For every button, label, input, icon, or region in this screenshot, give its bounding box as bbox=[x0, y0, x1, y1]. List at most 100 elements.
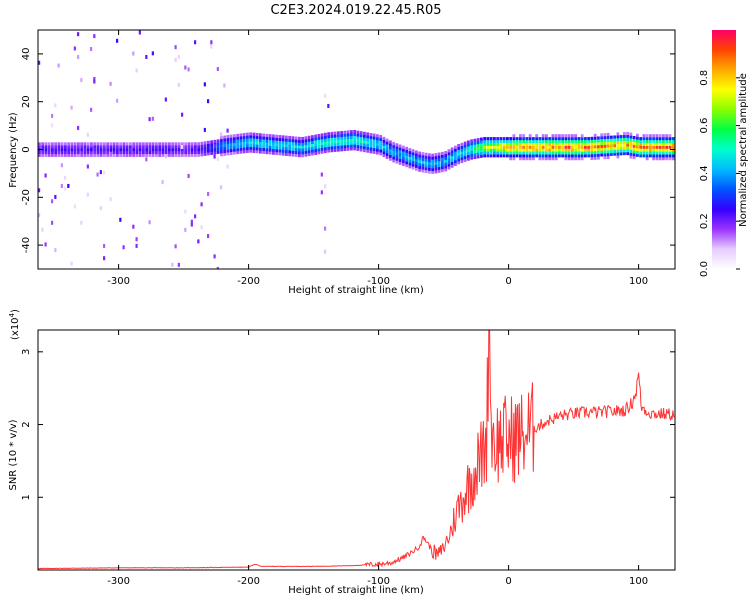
heat-cell bbox=[327, 143, 331, 147]
heat-cell bbox=[307, 141, 311, 145]
heat-cell bbox=[639, 154, 643, 158]
heat-cell bbox=[301, 139, 305, 143]
heat-cell bbox=[366, 143, 370, 147]
heat-cell bbox=[112, 142, 116, 146]
heat-cell bbox=[77, 32, 80, 37]
heat-cell bbox=[314, 146, 318, 150]
heat-cell bbox=[584, 137, 587, 141]
heat-cell bbox=[327, 149, 331, 153]
heat-cell bbox=[437, 155, 441, 159]
heat-cell bbox=[372, 150, 376, 154]
heat-cell bbox=[142, 145, 145, 149]
heat-cell bbox=[652, 142, 656, 146]
heat-cell bbox=[301, 148, 305, 152]
heat-cell bbox=[629, 132, 633, 136]
heat-cell bbox=[639, 145, 643, 149]
heat-cell bbox=[372, 142, 376, 146]
heat-cell bbox=[320, 144, 324, 148]
heat-cell bbox=[262, 150, 266, 154]
heat-cell bbox=[541, 145, 545, 149]
heat-cell bbox=[548, 148, 552, 152]
heat-cell bbox=[171, 148, 175, 152]
heat-cell bbox=[220, 141, 223, 145]
heat-cell bbox=[558, 134, 561, 138]
heat-cell bbox=[538, 151, 542, 155]
heat-cell bbox=[431, 156, 435, 160]
heat-cell bbox=[151, 51, 154, 56]
heat-cell bbox=[203, 144, 207, 148]
heat-cell bbox=[44, 142, 48, 146]
heat-cell bbox=[161, 180, 164, 185]
heat-cell bbox=[249, 138, 253, 142]
heat-cell bbox=[99, 148, 103, 152]
heat-cell bbox=[385, 141, 389, 145]
heat-cell bbox=[337, 134, 340, 138]
heat-cell bbox=[356, 142, 360, 146]
heat-cell bbox=[577, 148, 581, 152]
heat-cell bbox=[285, 147, 288, 151]
heat-cell bbox=[613, 138, 617, 142]
heat-cell bbox=[304, 147, 308, 151]
heat-cell bbox=[597, 147, 600, 152]
heat-cell bbox=[174, 57, 177, 62]
heat-cell bbox=[346, 136, 350, 140]
heat-cell bbox=[138, 150, 142, 155]
heat-cell bbox=[421, 154, 425, 159]
heat-cell bbox=[405, 164, 409, 168]
y-tick-label: 40 bbox=[21, 48, 32, 61]
heat-cell bbox=[548, 142, 552, 146]
heat-cell bbox=[333, 143, 337, 147]
heat-cell bbox=[616, 138, 620, 142]
heat-cell bbox=[496, 148, 500, 152]
heat-cell bbox=[636, 136, 639, 140]
heat-cell bbox=[207, 152, 210, 156]
heat-cell bbox=[457, 161, 461, 165]
heat-cell bbox=[532, 139, 535, 144]
heat-cell bbox=[291, 141, 295, 146]
heat-cell bbox=[64, 153, 67, 157]
heat-cell bbox=[164, 150, 168, 155]
heat-cell bbox=[554, 157, 558, 161]
heat-cell bbox=[431, 165, 435, 169]
heat-cell bbox=[51, 199, 54, 204]
heat-cell bbox=[138, 153, 142, 157]
heat-cell bbox=[444, 156, 448, 160]
heat-cell bbox=[613, 144, 617, 148]
heat-cell bbox=[600, 136, 604, 140]
heat-cell bbox=[467, 157, 470, 161]
heat-cell bbox=[434, 153, 438, 157]
heat-cell bbox=[532, 148, 535, 152]
heat-cell bbox=[593, 153, 597, 157]
heat-cell bbox=[57, 142, 61, 146]
heat-cell bbox=[535, 151, 539, 155]
heat-cell bbox=[665, 139, 669, 144]
heat-cell bbox=[636, 139, 639, 143]
heat-cell bbox=[486, 154, 490, 158]
heat-cell bbox=[103, 145, 106, 149]
heat-cell bbox=[668, 148, 672, 152]
heat-cell bbox=[538, 148, 542, 152]
y-tick-label: 1 bbox=[21, 494, 32, 500]
heat-cell bbox=[314, 151, 318, 155]
heat-cell bbox=[616, 152, 620, 156]
heat-cell bbox=[519, 134, 522, 138]
heat-cell bbox=[281, 143, 285, 148]
heat-cell bbox=[70, 145, 74, 149]
heat-cell bbox=[629, 135, 633, 139]
heat-cell bbox=[187, 173, 190, 178]
heat-cell bbox=[275, 151, 279, 156]
heat-cell bbox=[434, 164, 438, 168]
heat-cell bbox=[70, 150, 74, 155]
heat-cell bbox=[418, 163, 422, 167]
heat-cell bbox=[444, 159, 448, 163]
heat-cell bbox=[564, 145, 568, 149]
heat-cell bbox=[499, 154, 503, 158]
heat-cell bbox=[480, 137, 483, 141]
heat-cell bbox=[132, 153, 136, 157]
heat-cell bbox=[327, 137, 331, 142]
heat-cell bbox=[645, 157, 649, 161]
heat-cell bbox=[96, 153, 100, 157]
heat-cell bbox=[402, 145, 405, 149]
heat-cell bbox=[597, 136, 600, 140]
heat-cell bbox=[236, 145, 240, 149]
